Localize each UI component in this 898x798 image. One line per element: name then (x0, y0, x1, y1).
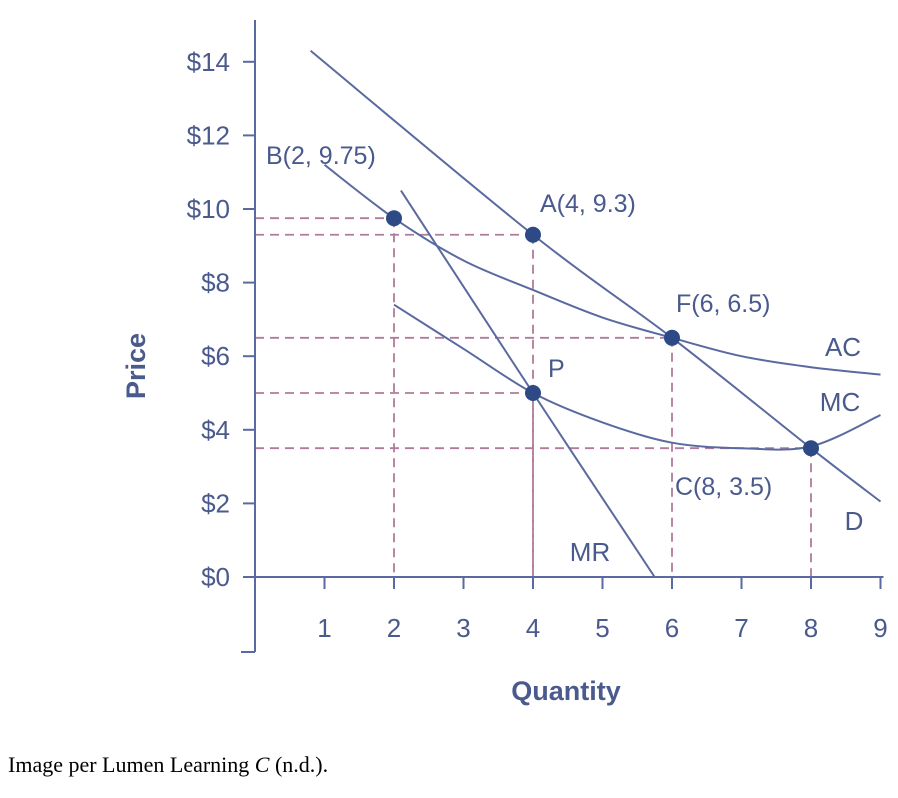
data-point (386, 210, 402, 227)
axes: $0 $2 $4 $6 $8 $10 $12 $14 1 2 3 4 5 6 7 8 9 Quantity Pric… (121, 20, 888, 706)
caption-text: Image per Lumen Learning (8, 752, 255, 777)
curve-mc (393, 303, 881, 451)
point-label: C(8, 3.5) (675, 473, 772, 501)
point-label: F(6, 6.5) (676, 290, 770, 318)
x-tick-label: 3 (456, 613, 470, 643)
curve-mr (400, 190, 656, 578)
point-label: B(2, 9.75) (266, 142, 376, 170)
curve-label-d: D (845, 506, 864, 536)
x-tick-label: 9 (873, 613, 887, 643)
guide-lines (255, 217, 812, 577)
data-point (525, 385, 541, 401)
caption-text-end: (n.d.). (269, 752, 329, 777)
y-tick-label: $0 (201, 562, 230, 592)
caption-italic: C (254, 752, 270, 777)
labels: D MR AC MC B(2, 9.75) A(4, 9.3) F(6, 6.5) P C(8,… (266, 142, 863, 567)
y-tick-label: $4 (201, 415, 230, 445)
chart: $0 $2 $4 $6 $8 $10 $12 $14 1 2 3 4 5 6 7 8 9 Quantity Pric… (121, 20, 888, 706)
y-tick-label: $8 (201, 268, 230, 298)
curve-ac (323, 164, 881, 376)
y-tick-label: $12 (187, 120, 230, 150)
x-tick-label: 5 (595, 613, 609, 643)
curve-label-ac: AC (825, 332, 861, 362)
image-caption: Image per Lumen Learning C (n.d.). (8, 752, 328, 778)
points (386, 210, 819, 457)
curves (309, 49, 882, 578)
data-point (664, 329, 680, 346)
x-tick-label: 2 (387, 613, 401, 643)
x-tick-label: 6 (665, 613, 679, 643)
y-axis-title: Price (121, 333, 151, 399)
curve-label-mr: MR (570, 537, 610, 567)
point-label: A(4, 9.3) (540, 190, 636, 218)
point-label: P (548, 355, 565, 383)
y-tick-label: $10 (187, 194, 230, 224)
y-tick-label: $6 (201, 341, 230, 371)
x-tick-label: 1 (317, 613, 331, 643)
curve-label-mc: MC (820, 387, 860, 417)
data-point (803, 440, 819, 457)
x-tick-label: 4 (526, 613, 540, 643)
x-axis-title: Quantity (511, 676, 621, 706)
curve-d (309, 49, 882, 503)
x-tick-label: 7 (734, 613, 748, 643)
x-tick-label: 8 (804, 613, 818, 643)
data-point (525, 226, 541, 243)
y-tick-label: $2 (201, 488, 230, 518)
y-tick-label: $14 (187, 47, 230, 77)
